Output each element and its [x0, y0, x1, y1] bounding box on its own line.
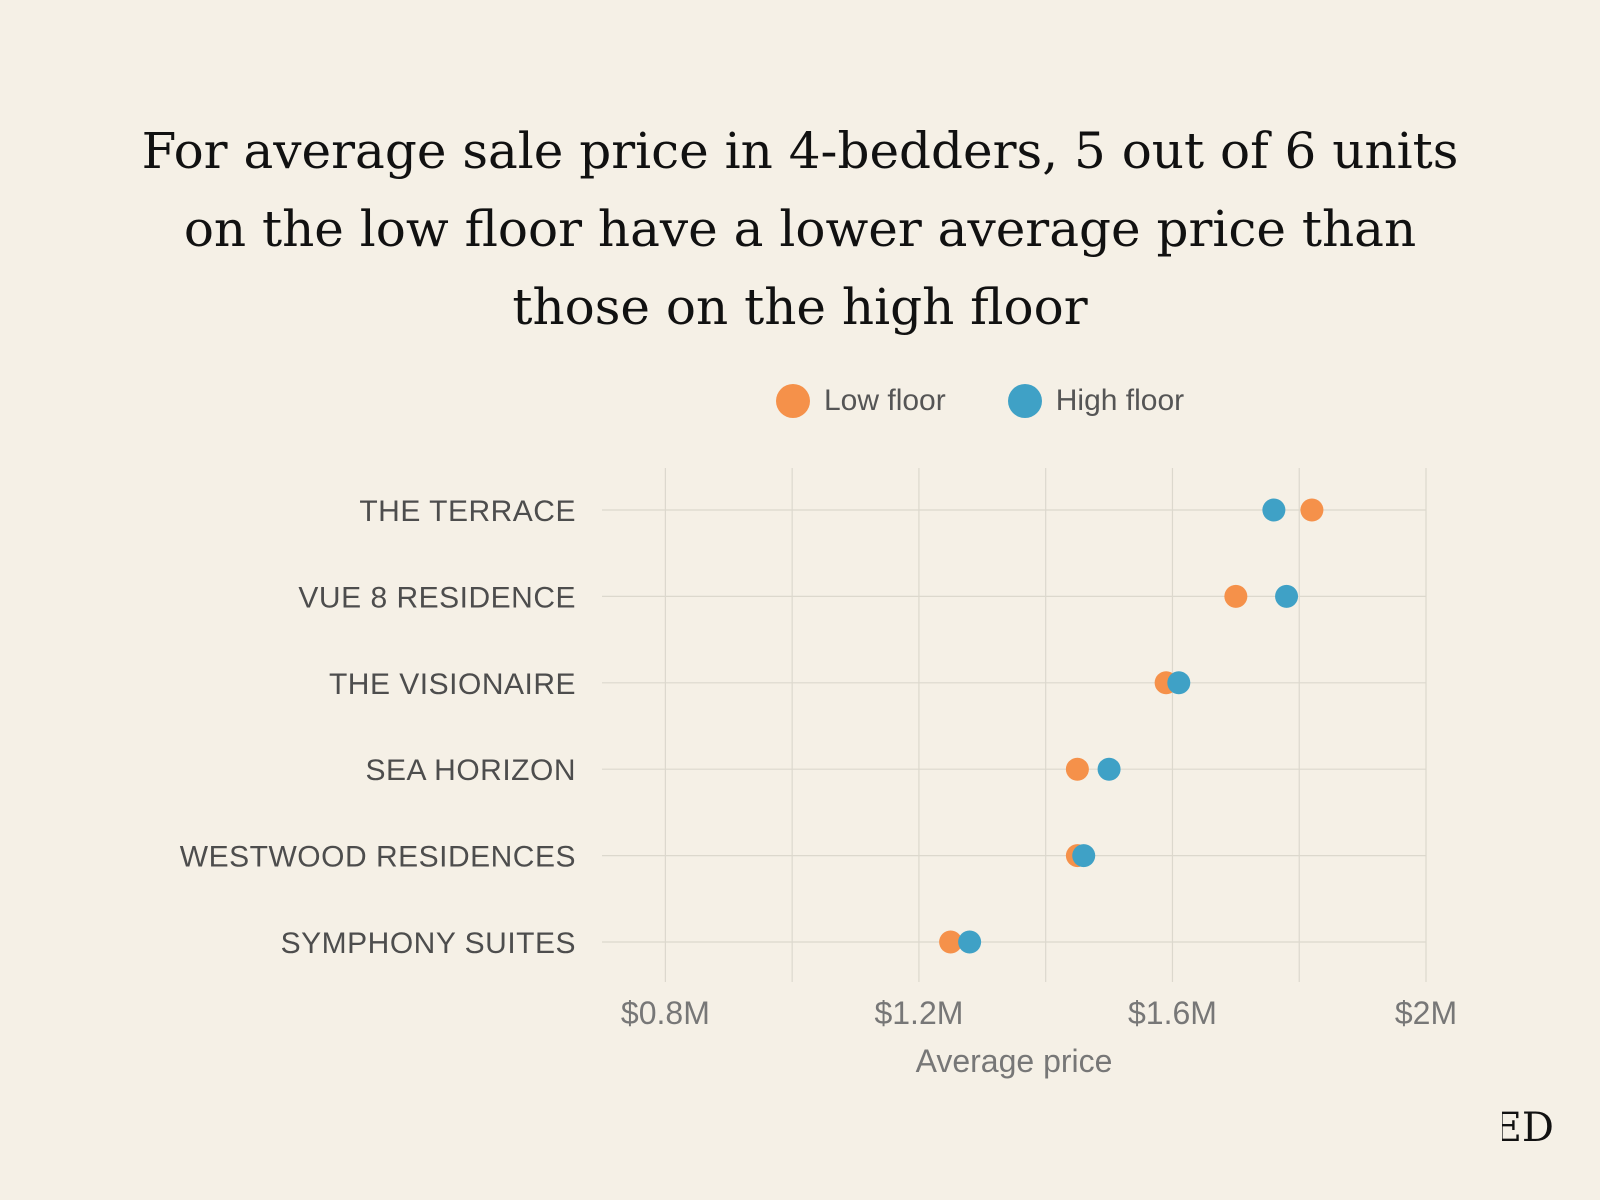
category-label: VUE 8 RESIDENCE — [298, 581, 576, 614]
high-floor-point — [958, 930, 982, 954]
grid-layer — [602, 468, 1427, 982]
legend-label-high-floor: High floor — [1055, 384, 1185, 417]
category-labels: THE TERRACE VUE 8 RESIDENCE THE VISIONAIRE… — [180, 495, 576, 960]
low-floor-point — [1065, 757, 1089, 781]
category-label: THE TERRACE — [359, 495, 576, 528]
x-axis-ticks: $0.8M $1.2M $1.6M $2M — [621, 995, 1457, 1031]
legend-item-low-floor: Low floor — [776, 384, 946, 418]
data-points — [939, 498, 1324, 954]
legend: Low floor High floor — [776, 384, 1246, 418]
category-label: THE VISIONAIRE — [329, 668, 576, 701]
legend-item-high-floor: High floor — [1007, 384, 1185, 418]
legend-label-low-floor: Low floor — [824, 384, 946, 417]
low-floor-point — [1300, 498, 1324, 522]
high-floor-point — [1097, 757, 1121, 781]
category-label: SYMPHONY SUITES — [281, 927, 576, 960]
x-tick-label: $1.2M — [874, 995, 963, 1031]
x-tick-label: $1.6M — [1128, 995, 1217, 1031]
category-label: SEA HORIZON — [365, 754, 576, 787]
high-floor-point — [1167, 671, 1191, 695]
high-floor-point — [1275, 584, 1299, 608]
category-label: WESTWOOD RESIDENCES — [180, 841, 576, 874]
low-floor-point — [939, 930, 963, 954]
high-floor-point — [1072, 844, 1096, 868]
legend-swatch-high-floor — [1007, 384, 1042, 418]
x-tick-label: $0.8M — [621, 995, 710, 1031]
high-floor-point — [1262, 498, 1286, 522]
x-axis-title: Average price — [916, 1043, 1113, 1079]
chart-title: For average sale price in 4-bedders, 5 o… — [141, 122, 1459, 336]
legend-swatch-low-floor — [776, 384, 810, 418]
x-tick-label: $2M — [1395, 995, 1457, 1031]
brand-mark: ED — [1502, 1106, 1554, 1150]
low-floor-point — [1224, 584, 1248, 608]
